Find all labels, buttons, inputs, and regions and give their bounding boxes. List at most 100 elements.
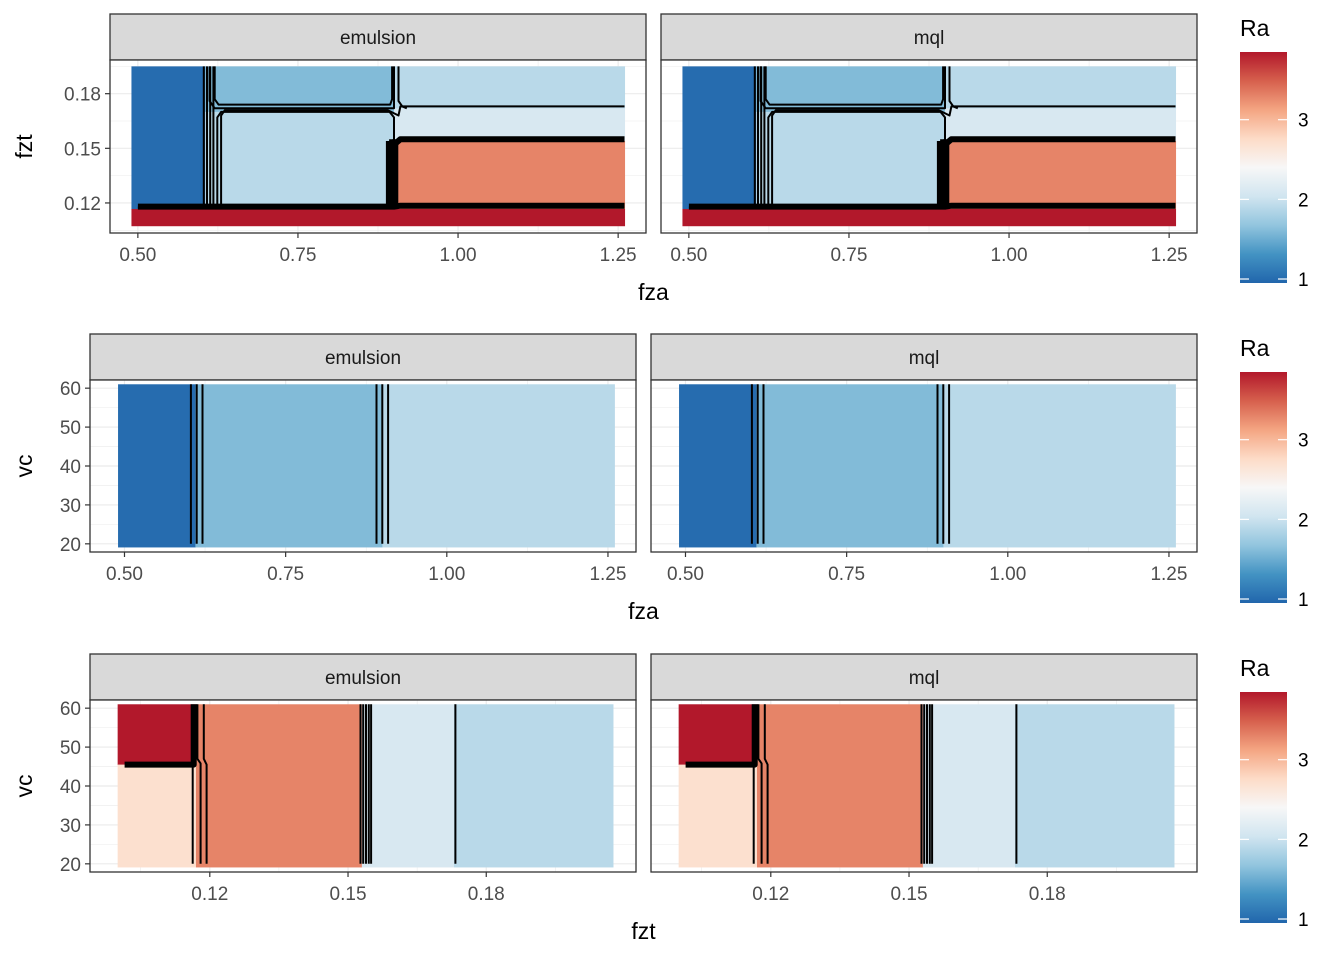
heatmap-tile — [117, 704, 197, 766]
x-tick-label: 1.00 — [440, 245, 477, 266]
x-tick-label: 0.50 — [670, 245, 707, 266]
heatmap-tile — [394, 141, 626, 210]
x-tick-label: 1.25 — [600, 245, 637, 266]
contour-line — [764, 66, 945, 106]
heatmap-tile — [1015, 704, 1175, 868]
contour-line — [763, 704, 769, 864]
contours — [750, 384, 951, 544]
y-tick-label: 40 — [60, 457, 81, 478]
panel-emulsion: emulsion 0.50 0.75 1.00 1.25 0.12 0.15 0.18 — [64, 13, 647, 266]
contour-line — [943, 136, 1176, 147]
y-tick-label: 0.15 — [64, 139, 101, 160]
x-tick-label: 1.00 — [989, 564, 1026, 585]
contour-line — [196, 704, 202, 864]
y-tick-label: 50 — [60, 738, 81, 759]
contour-line — [767, 110, 946, 207]
heatmap-tile — [922, 704, 1016, 868]
x-tick-label: 0.75 — [830, 245, 867, 266]
x-tick-label: 0.75 — [279, 245, 316, 266]
contour-line — [202, 704, 208, 864]
heatmap-tile — [678, 704, 758, 766]
x-tick-label: 0.75 — [828, 564, 865, 585]
contour-line — [688, 202, 1176, 210]
facet-strip-label: emulsion — [340, 28, 416, 49]
heatmap-tile — [361, 704, 455, 868]
x-tick-label: 0.15 — [330, 884, 367, 905]
facet-strip-label: emulsion — [325, 668, 401, 689]
legend-3: Ra 1 2 3 — [1240, 655, 1309, 931]
tiles — [131, 66, 626, 227]
legend-tick-label: 3 — [1298, 111, 1309, 132]
legend-tick-label: 1 — [1298, 270, 1309, 291]
x-tick-label: 1.25 — [1151, 245, 1188, 266]
y-tick-label: 20 — [60, 535, 81, 556]
panel-mql: mql 0.50 0.75 1.00 1.25 — [660, 13, 1198, 266]
contours — [685, 704, 1018, 864]
x-tick-label: 1.25 — [1150, 564, 1187, 585]
tiles — [679, 384, 1176, 548]
y-axis-title: fzt — [11, 134, 37, 159]
heatmap-tile — [679, 384, 757, 548]
y-tick-label: 30 — [60, 816, 81, 837]
heatmap-tile — [454, 704, 614, 868]
y-tick-label: 60 — [60, 379, 81, 400]
y-tick-label: 0.12 — [64, 194, 101, 215]
tiles — [682, 66, 1177, 227]
contours — [688, 66, 1176, 210]
x-tick-label: 0.18 — [468, 884, 505, 905]
contour-line — [757, 704, 763, 864]
legend-2: Ra 1 2 3 — [1240, 335, 1309, 611]
y-axis-title: vc — [11, 775, 37, 798]
legend-tick-label: 2 — [1298, 830, 1309, 851]
panel-mql: mql 0.50 0.75 1.00 1.25 — [650, 333, 1198, 585]
x-tick-label: 1.00 — [991, 245, 1028, 266]
facet-strip-label: emulsion — [325, 348, 401, 369]
contours — [189, 384, 390, 544]
heatmap-tile — [195, 704, 363, 868]
facet-strip — [89, 653, 637, 701]
heatmap-tile — [756, 704, 924, 868]
heatmap-tile — [682, 208, 1177, 227]
contour-line — [948, 66, 959, 110]
heatmap-tile — [382, 384, 615, 548]
panel-emulsion: emulsion 0.12 0.15 0.18 20 30 40 50 60 — [60, 653, 637, 905]
facet-strip — [660, 13, 1198, 61]
facet-row-3: emulsion 0.12 0.15 0.18 20 30 40 50 60 mql 0.12 0.1… — [11, 653, 1198, 944]
facet-strip-label: mql — [909, 348, 940, 369]
contour-line — [216, 110, 395, 207]
panel-border — [660, 59, 1198, 234]
x-tick-label: 0.12 — [752, 884, 789, 905]
facet-strip — [89, 333, 637, 381]
legend-tick-label: 2 — [1298, 190, 1309, 211]
panel-mql: mql 0.12 0.15 0.18 — [650, 653, 1198, 905]
heatmap-tile — [394, 108, 626, 142]
contours — [124, 704, 457, 864]
panel-border — [650, 699, 1198, 873]
heatmap-tile — [756, 384, 944, 548]
heatmap-tile — [945, 141, 1177, 210]
legend-title: Ra — [1240, 15, 1270, 41]
x-axis-title: fza — [638, 279, 669, 305]
heatmap-tile — [756, 111, 946, 210]
y-tick-label: 20 — [60, 855, 81, 876]
contour-line — [124, 704, 197, 768]
legend-1: Ra 1 2 3 — [1240, 15, 1309, 291]
heatmap-tile — [394, 66, 626, 109]
facet-strip-label: mql — [914, 28, 945, 49]
contour-line — [208, 66, 395, 110]
tiles — [678, 704, 1175, 868]
heatmap-tile — [945, 66, 1177, 109]
facet-strip — [109, 13, 647, 61]
legend-colorbar — [1240, 372, 1287, 603]
heatmap-tile — [118, 384, 196, 548]
y-tick-label: 0.18 — [64, 85, 101, 106]
panel-emulsion: emulsion 0.50 0.75 1.00 1.25 20 30 40 50 60 — [60, 333, 637, 585]
facet-strip — [650, 653, 1198, 701]
legend-tick-label: 2 — [1298, 510, 1309, 531]
contour-line — [392, 136, 625, 147]
contour-line — [397, 66, 408, 110]
legend-colorbar — [1240, 52, 1287, 283]
tiles — [118, 384, 615, 548]
heatmap-tile — [131, 208, 626, 227]
